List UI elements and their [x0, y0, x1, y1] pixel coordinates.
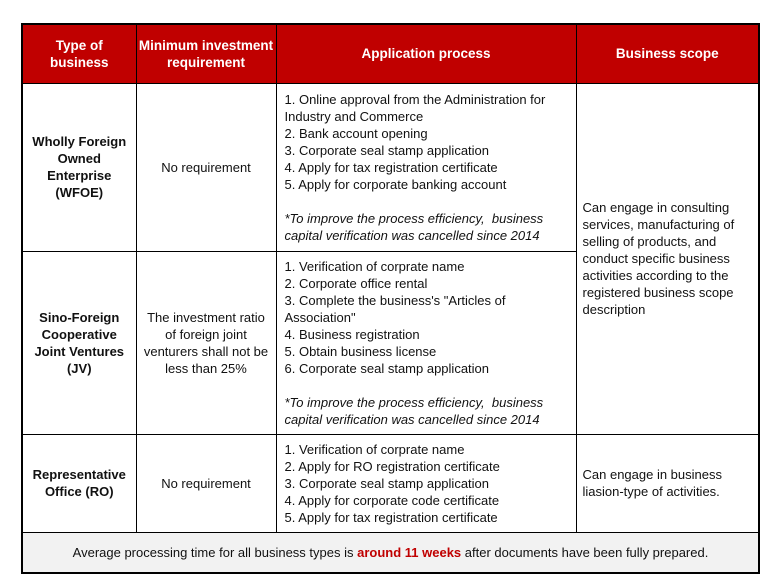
processing-time-highlight: around 11 weeks [357, 544, 462, 560]
jv-process-step-1: 1. Verification of corprate name [284, 258, 465, 274]
jv-type-label: Sino-Foreign Cooperative Joint Ventures … [21, 250, 137, 435]
jv-process-cell: 1. Verification of corprate name 2. Corp… [275, 250, 577, 435]
header-business-scope: Business scope [575, 23, 760, 84]
ro-type-label: Representative Office (RO) [21, 433, 137, 533]
header-type-of-business: Type of business [21, 23, 137, 84]
ro-requirement: No requirement [135, 433, 277, 533]
jv-process-step-4: 4. Business registration [284, 326, 420, 342]
jv-process-step-5: 5. Obtain business license [284, 343, 437, 359]
wfoe-process-step-3: 3. Corporate seal stamp application [284, 142, 490, 158]
wfoe-process-step-1: 1. Online approval from the Administrati… [284, 91, 546, 124]
wfoe-process-step-5: 5. Apply for corporate banking account [284, 176, 507, 192]
wfoe-type-label: Wholly Foreign Owned Enterprise (WFOE) [21, 82, 137, 252]
ro-process-step-5: 5. Apply for tax registration certificat… [284, 509, 498, 525]
processing-time-prefix: Average processing time for all business… [72, 544, 358, 560]
wfoe-process-note: *To improve the process efficiency, busi… [284, 210, 547, 243]
ro-process-cell: 1. Verification of corprate name 2. Appl… [275, 433, 577, 533]
wfoe-requirement: No requirement [135, 82, 277, 252]
processing-time-suffix: after documents have been fully prepared… [461, 544, 709, 560]
wfoe-process-cell: 1. Online approval from the Administrati… [275, 82, 577, 252]
wfoe-process-step-4: 4. Apply for tax registration certificat… [284, 159, 498, 175]
jv-requirement: The investment ratio of foreign joint ve… [135, 250, 277, 435]
jv-process-note: *To improve the process efficiency, busi… [284, 394, 547, 427]
ro-process-step-3: 3. Corporate seal stamp application [284, 475, 490, 491]
business-types-table: Type of business Minimum investment requ… [21, 23, 760, 574]
ro-business-scope: Can engage in business liasion-type of a… [575, 433, 760, 533]
table-header-row: Type of business Minimum investment requ… [21, 23, 760, 84]
processing-time-note: Average processing time for all business… [21, 531, 760, 574]
table-footer-row: Average processing time for all business… [21, 531, 760, 574]
jv-process-step-3: 3. Complete the business's "Articles of … [284, 292, 506, 325]
header-application-process: Application process [275, 23, 577, 84]
ro-process-step-2: 2. Apply for RO registration certificate [284, 458, 500, 474]
ro-process-step-1: 1. Verification of corprate name [284, 441, 465, 457]
ro-process-step-4: 4. Apply for corporate code certificate [284, 492, 500, 508]
table-row-wfoe: Wholly Foreign Owned Enterprise (WFOE) N… [21, 82, 760, 435]
wfoe-jv-business-scope: Can engage in consulting services, manuf… [575, 82, 760, 435]
header-minimum-investment: Minimum investment requirement [135, 23, 277, 84]
jv-process-step-2: 2. Corporate office rental [284, 275, 428, 291]
jv-process-step-6: 6. Corporate seal stamp application [284, 360, 490, 376]
table-row-ro: Representative Office (RO) No requiremen… [21, 433, 760, 533]
wfoe-process-step-2: 2. Bank account opening [284, 125, 428, 141]
